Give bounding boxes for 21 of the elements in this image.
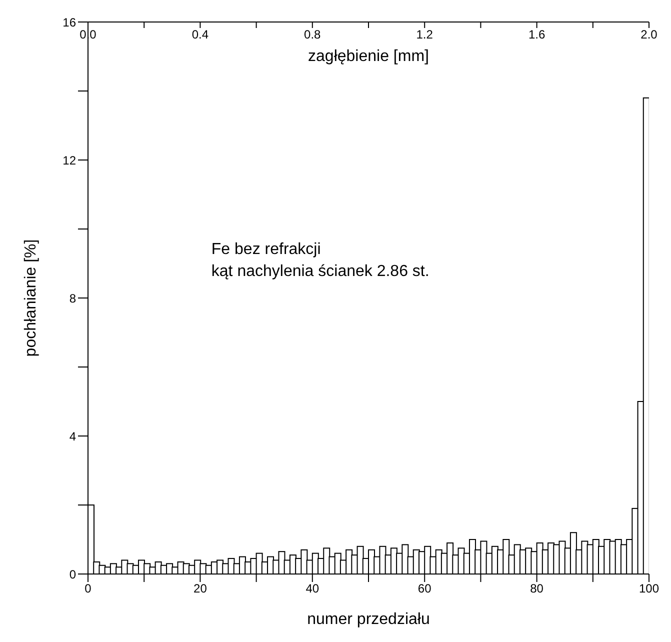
y-tick-label: 4 — [69, 429, 76, 444]
y-tick-label: 16 — [62, 15, 76, 30]
x2-tick-label: 1.2 — [416, 28, 434, 42]
y-tick-label: 12 — [62, 153, 76, 168]
x-tick-label: 20 — [194, 582, 208, 596]
x2-tick-label: 0.4 — [192, 28, 209, 42]
x-axis-title: numer przedziału — [307, 611, 430, 628]
x2-axis-title: zagłębienie [mm] — [307, 48, 430, 66]
x2-tick-label: 0.8 — [304, 28, 322, 42]
x-tick-label: 0 — [84, 582, 92, 596]
x-tick-label: 100 — [638, 582, 660, 596]
x2-tick-label: 2.0 — [640, 28, 658, 42]
x-tick-label: 40 — [306, 582, 320, 596]
annotation: Fe bez refrakcji — [211, 240, 322, 260]
x-tick-label: 80 — [530, 582, 544, 596]
y-tick-label: 0 — [69, 567, 76, 582]
x-tick-label: 60 — [418, 582, 432, 596]
y-tick-label: 8 — [69, 291, 76, 306]
x2-tick-label: 1.6 — [528, 28, 546, 42]
annotation: kąt nachylenia ścianek 2.86 st. — [211, 262, 430, 282]
y-axis-title: pochłanianie [%] — [22, 239, 40, 357]
